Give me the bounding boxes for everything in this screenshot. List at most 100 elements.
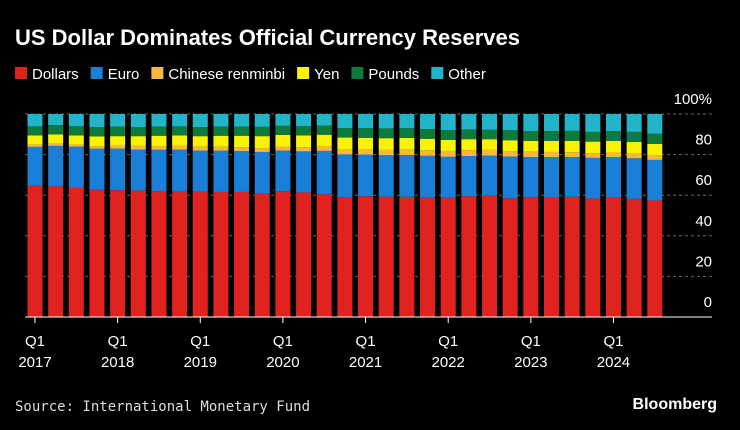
- bar-segment: [48, 145, 64, 187]
- legend-label: Chinese renminbi: [168, 66, 285, 83]
- bar-segment: [585, 141, 601, 154]
- y-tick-label: 80: [695, 132, 712, 149]
- bar-segment: [27, 126, 43, 136]
- bar-segment: [440, 197, 456, 317]
- bar-segment: [151, 149, 167, 192]
- bar-segment: [544, 114, 559, 132]
- y-tick-label: 60: [695, 172, 712, 189]
- x-tick-label: 2020: [266, 354, 299, 371]
- bar-segment: [523, 151, 539, 158]
- bar-segment: [502, 198, 518, 317]
- bar-segment: [440, 156, 456, 198]
- bar-segment: [482, 149, 498, 156]
- bar-segment: [192, 114, 208, 127]
- bar-segment: [337, 149, 353, 155]
- bar-segment: [89, 148, 105, 190]
- bar-segment: [89, 189, 105, 317]
- y-tick-label: 0: [704, 294, 712, 311]
- bar-segment: [358, 196, 374, 317]
- bar-segment: [626, 114, 642, 132]
- bar-segment: [564, 140, 580, 153]
- bar-segment: [130, 149, 146, 191]
- x-tick-label: 2021: [349, 354, 382, 371]
- bar-segment: [626, 131, 642, 143]
- bar-segment: [130, 136, 146, 146]
- bar-segment: [399, 196, 415, 317]
- bar-segment: [399, 114, 415, 129]
- bar-segment: [254, 136, 270, 149]
- bar-segment: [296, 147, 312, 152]
- bar-segment: [192, 146, 208, 151]
- bar-segment: [316, 146, 332, 151]
- bar-segment: [172, 191, 188, 317]
- x-tick-label: Q1: [438, 333, 458, 350]
- bar-segment: [254, 193, 270, 317]
- bar-segment: [234, 135, 250, 148]
- bar-segment: [647, 159, 663, 201]
- bar-segment: [605, 131, 621, 141]
- bar-segment: [296, 114, 312, 127]
- bar-segment: [130, 114, 146, 127]
- legend-label: Dollars: [32, 66, 79, 83]
- bar-segment: [502, 151, 518, 157]
- legend-swatch: [351, 67, 364, 79]
- bar-segment: [275, 146, 291, 151]
- bar-segment: [647, 114, 663, 134]
- bar-segment: [296, 135, 312, 148]
- bar-segment: [151, 114, 167, 127]
- bar-segment: [89, 127, 105, 137]
- bar-segment: [605, 157, 621, 198]
- legend-swatch: [431, 67, 444, 79]
- bar-segment: [234, 151, 250, 192]
- bar-segment: [399, 155, 415, 197]
- bar-segment: [27, 144, 43, 147]
- bar-segment: [27, 185, 43, 317]
- bar-segment: [172, 126, 188, 136]
- bar-segment: [420, 114, 436, 130]
- bar-segment: [358, 114, 374, 129]
- bar-segment: [192, 126, 208, 137]
- bar-segment: [378, 196, 394, 317]
- bar-segment: [482, 195, 498, 317]
- bar-segment: [151, 146, 167, 150]
- x-tick-label: Q1: [108, 333, 128, 350]
- bar-segment: [440, 139, 456, 151]
- bar-segment: [316, 125, 332, 135]
- bar-segment: [68, 135, 84, 145]
- bar-segment: [172, 114, 188, 127]
- bar-segment: [48, 125, 64, 135]
- bar-segment: [440, 130, 456, 140]
- bar-segment: [626, 142, 642, 154]
- x-tick-label: 2019: [184, 354, 217, 371]
- bar-segment: [523, 197, 539, 317]
- y-tick-label: 100%: [674, 91, 712, 108]
- bar-segment: [440, 114, 456, 131]
- bar-segment: [544, 131, 559, 141]
- bar-segment: [626, 198, 642, 317]
- bar-segment: [192, 191, 208, 317]
- x-tick-label: Q1: [273, 333, 293, 350]
- bar-segment: [130, 145, 146, 150]
- bar-segment: [585, 153, 601, 158]
- bar-segment: [68, 146, 84, 188]
- bar-segment: [626, 153, 642, 159]
- bar-segment: [234, 114, 250, 127]
- bar-segment: [502, 156, 518, 199]
- bar-segment: [110, 190, 126, 317]
- bar-segment: [151, 191, 167, 317]
- bar-segment: [544, 157, 559, 198]
- legend-swatch: [297, 67, 310, 79]
- bar-segment: [544, 140, 559, 152]
- bar-segment: [275, 191, 291, 317]
- bar-segment: [110, 114, 126, 127]
- legend-label: Yen: [314, 66, 339, 83]
- bar-segment: [626, 158, 642, 199]
- x-tick-label: 2024: [597, 354, 630, 371]
- bar-segment: [564, 196, 580, 317]
- bar-segment: [482, 155, 498, 196]
- bar-segment: [296, 126, 312, 136]
- bar-segment: [27, 146, 43, 186]
- bar-segment: [523, 114, 539, 132]
